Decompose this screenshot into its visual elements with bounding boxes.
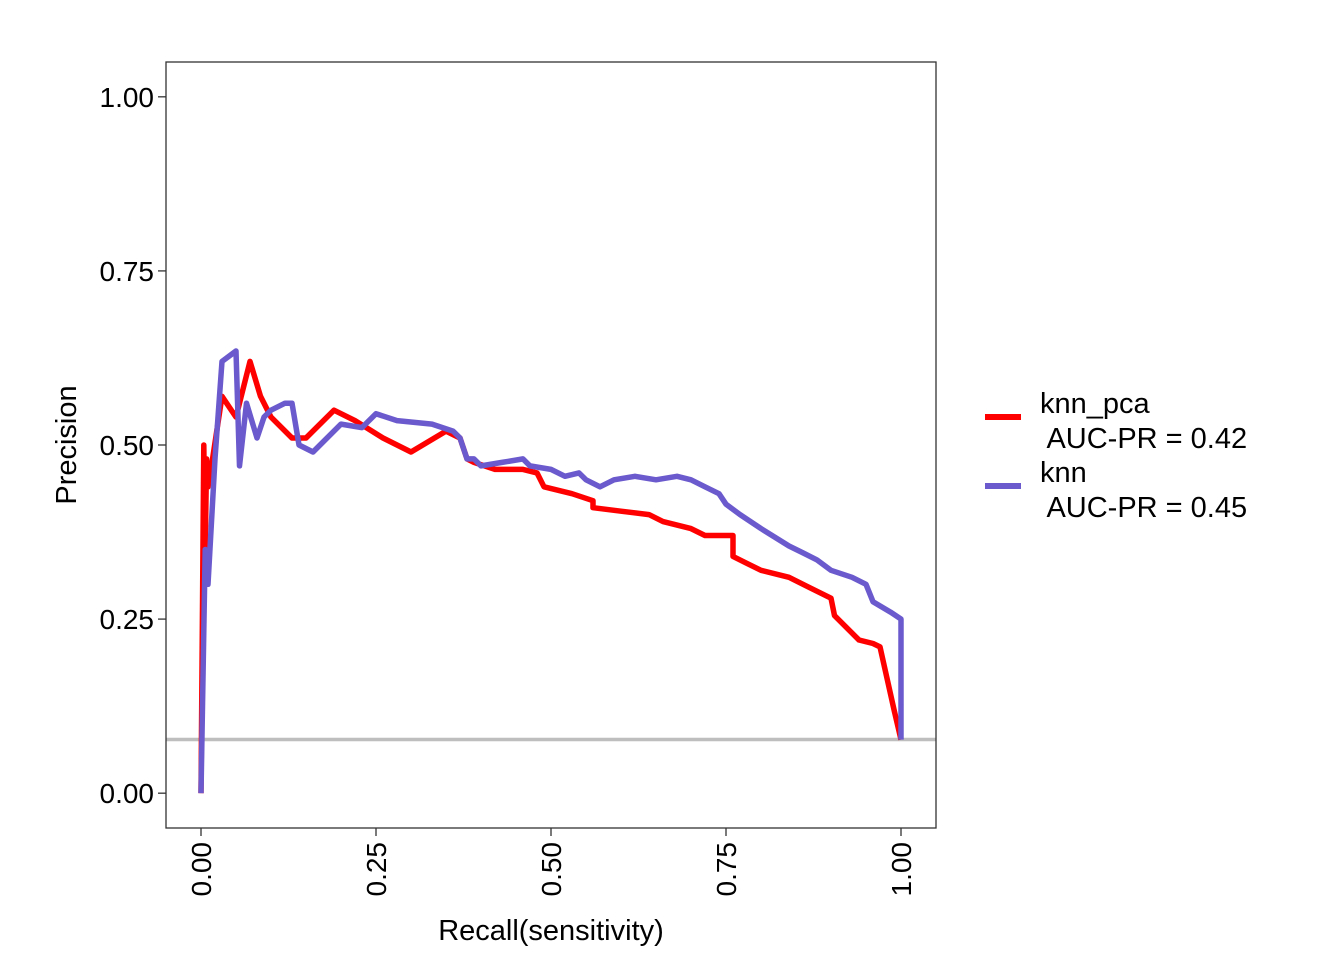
y-axis-title: Precision: [51, 385, 83, 504]
y-tick-label: 0.50: [100, 430, 155, 461]
legend-label-knn-auc: AUC-PR = 0.45: [1040, 492, 1247, 524]
legend-label-knn: knn: [1040, 457, 1087, 489]
legend-label-knn-pca: knn_pca: [1040, 388, 1151, 420]
x-tick-label: 0.50: [536, 842, 567, 897]
x-tick-label: 0.25: [361, 842, 392, 897]
x-tick-label: 1.00: [886, 842, 917, 897]
y-axis: 0.00 0.25 0.50 0.75 1.00: [100, 82, 166, 809]
x-tick-label: 0.00: [186, 842, 217, 897]
x-axis-title: Recall(sensitivity): [438, 915, 664, 947]
series-line-knn-pca: [198, 358, 904, 794]
y-tick-label: 0.25: [100, 604, 155, 635]
series-line-knn: [198, 348, 904, 794]
legend: knn_pca AUC-PR = 0.42 knn AUC-PR = 0.45: [985, 388, 1247, 524]
y-tick-label: 0.00: [100, 778, 155, 809]
y-tick-label: 1.00: [100, 82, 155, 113]
x-tick-label: 0.75: [711, 842, 742, 897]
legend-label-knn-pca-auc: AUC-PR = 0.42: [1040, 423, 1247, 455]
plot-content: [166, 348, 936, 794]
plot-panel-border: [165, 61, 937, 829]
x-axis: 0.00 0.25 0.50 0.75 1.00: [186, 828, 917, 897]
y-tick-label: 0.75: [100, 256, 155, 287]
